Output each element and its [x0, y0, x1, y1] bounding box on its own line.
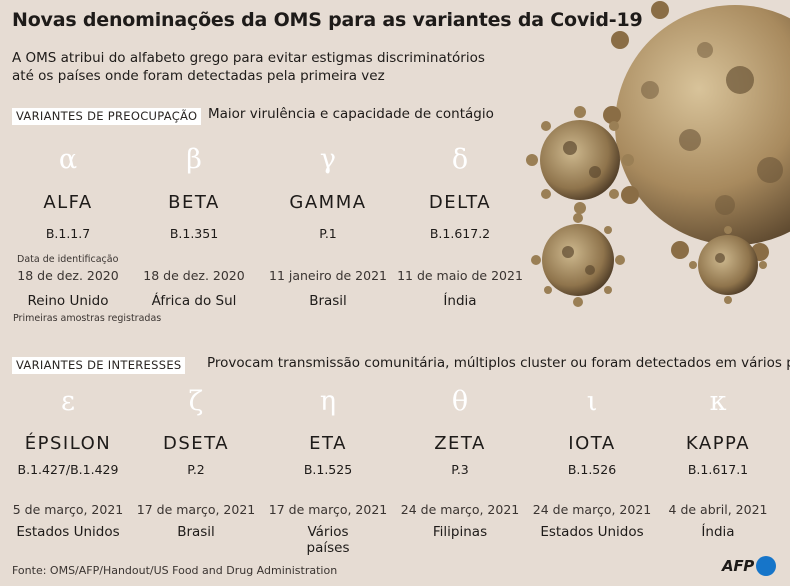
- first-country: Estados Unidos: [540, 524, 644, 540]
- identification-date: 17 de março, 2021: [268, 502, 388, 517]
- first-country: Estados Unidos: [16, 524, 120, 540]
- variant-name: ZETA: [434, 433, 486, 454]
- subtitle-line: até os países onde foram detectadas pela…: [12, 68, 385, 84]
- variant-card: κ KAPPA B.1.617.1 4 de abril, 2021 Índia: [652, 384, 784, 564]
- first-country: Vários: [307, 524, 349, 540]
- lineage-code: B.1.351: [169, 226, 219, 241]
- greek-letter: γ: [319, 144, 337, 175]
- variant-card: α ALFA B.1.1.7 18 de dez. 2020 Reino Uni…: [2, 140, 134, 340]
- source-note: Fonte: OMS/AFP/Handout/US Food and Drug …: [12, 564, 338, 577]
- variant-name: IOTA: [568, 433, 616, 454]
- page-title: Novas denominações da OMS para as varian…: [12, 9, 643, 31]
- first-country: Índia: [443, 293, 477, 309]
- identification-date: 24 de março, 2021: [400, 502, 520, 517]
- first-country: Brasil: [309, 293, 347, 309]
- lineage-code: B.1.525: [303, 462, 353, 477]
- lineage-code: B.1.526: [567, 462, 617, 477]
- first-country-line2: países: [306, 540, 350, 556]
- variant-name: ETA: [309, 433, 347, 454]
- interest-description: Provocam transmissão comunitária, múltip…: [207, 355, 790, 371]
- lineage-code: B.1.617.1: [687, 462, 749, 477]
- identification-date: 17 de março, 2021: [136, 502, 256, 517]
- variant-card: η ETA B.1.525 17 de março, 2021 Vários p…: [262, 384, 394, 564]
- first-country: Índia: [701, 524, 735, 540]
- afp-logo: AFP: [722, 556, 776, 576]
- variant-name: DELTA: [428, 192, 492, 213]
- concern-description: Maior virulência e capacidade de contági…: [208, 106, 494, 122]
- identification-date: 24 de março, 2021: [532, 502, 652, 517]
- afp-logo-text: AFP: [722, 557, 754, 575]
- lineage-code: P.3: [451, 462, 469, 477]
- afp-logo-dot: [756, 556, 776, 576]
- variant-name: ÉPSILON: [24, 433, 112, 454]
- lineage-code: B.1.427/B.1.429: [17, 462, 119, 477]
- variant-name: BETA: [168, 192, 220, 213]
- first-country: Reino Unido: [27, 293, 109, 309]
- identification-date: 11 de maio de 2021: [397, 268, 523, 283]
- concern-badge: VARIANTES DE PREOCUPAÇÃO: [12, 108, 202, 125]
- interest-badge: VARIANTES DE INTERESSES: [12, 357, 186, 374]
- variant-card: ζ DSETA P.2 17 de março, 2021 Brasil: [130, 384, 262, 564]
- greek-letter: ζ: [188, 386, 204, 417]
- variant-card: θ ZETA P.3 24 de março, 2021 Filipinas: [394, 384, 526, 564]
- variant-card: ε ÉPSILON B.1.427/B.1.429 5 de março, 20…: [2, 384, 134, 564]
- variant-card: β BETA B.1.351 18 de dez. 2020 África do…: [128, 140, 260, 340]
- medium-virus: [526, 106, 634, 214]
- variant-card: ι IOTA B.1.526 24 de março, 2021 Estados…: [526, 384, 658, 564]
- first-country: Filipinas: [432, 524, 488, 540]
- date-heading: Data de identificação: [17, 254, 119, 265]
- greek-letter: ε: [61, 386, 75, 417]
- greek-letter: θ: [451, 386, 469, 417]
- subtitle-line: A OMS atribui do alfabeto grego para evi…: [12, 50, 485, 66]
- identification-date: 18 de dez. 2020: [143, 268, 245, 283]
- variant-name: DSETA: [162, 433, 230, 454]
- greek-letter: α: [58, 144, 78, 175]
- identification-date: 11 janeiro de 2021: [269, 268, 387, 283]
- lineage-code: B.1.1.7: [45, 226, 91, 241]
- variant-name: ALFA: [43, 192, 93, 213]
- variant-card: δ DELTA B.1.617.2 11 de maio de 2021 Índ…: [394, 140, 526, 340]
- greek-letter: β: [186, 144, 202, 175]
- small-virus: [531, 213, 625, 307]
- subtitle: A OMS atribui do alfabeto grego para evi…: [12, 49, 512, 85]
- greek-letter: ι: [586, 386, 598, 417]
- identification-date: 18 de dez. 2020: [17, 268, 119, 283]
- greek-letter: η: [319, 386, 337, 417]
- lineage-code: P.1: [319, 226, 337, 241]
- variant-name: GAMMA: [289, 192, 367, 213]
- greek-letter: δ: [451, 144, 469, 175]
- identification-date: 5 de março, 2021: [12, 502, 124, 517]
- first-country: África do Sul: [151, 293, 237, 309]
- variant-name: KAPPA: [685, 433, 751, 454]
- variant-card: γ GAMMA P.1 11 janeiro de 2021 Brasil: [262, 140, 394, 340]
- lineage-code: P.2: [187, 462, 205, 477]
- lineage-code: B.1.617.2: [429, 226, 491, 241]
- greek-letter: κ: [709, 386, 727, 417]
- tiny-virus: [689, 226, 767, 304]
- identification-date: 4 de abril, 2021: [668, 502, 768, 517]
- large-virus: [603, 1, 790, 261]
- first-country: Brasil: [177, 524, 215, 540]
- sample-note: Primeiras amostras registradas: [13, 313, 162, 324]
